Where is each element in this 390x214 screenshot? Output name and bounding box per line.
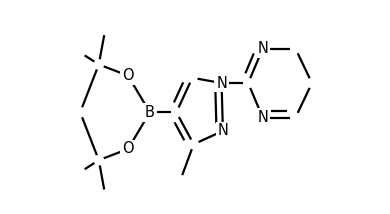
Text: N: N [257,41,268,56]
Text: O: O [122,68,134,83]
Text: B: B [145,105,155,120]
Text: O: O [122,141,134,156]
Text: N: N [257,110,268,125]
Text: N: N [218,123,228,138]
Text: N: N [216,76,227,91]
